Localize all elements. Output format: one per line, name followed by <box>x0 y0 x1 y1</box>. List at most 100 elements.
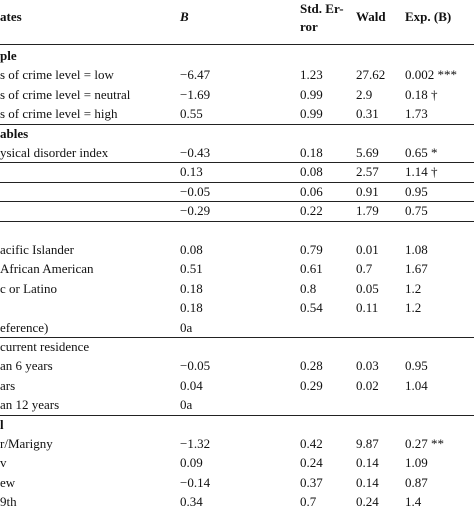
table-row: 0.13 0.08 2.57 1.14 † <box>0 162 474 181</box>
cell-wald: 9.87 <box>356 436 379 451</box>
table-row <box>0 221 474 240</box>
cell-se: 0.61 <box>300 261 323 277</box>
cell-label: s of crime level = neutral <box>0 86 131 102</box>
cell-wald: 0.03 <box>356 358 379 374</box>
table-row: 0.18 0.54 0.11 1.2 <box>0 298 474 317</box>
cell-label: c or Latino <box>0 280 58 296</box>
header-wald: Wald <box>356 9 386 24</box>
cell-b: 0.08 <box>180 242 203 257</box>
cell-se: 0.99 <box>300 106 323 122</box>
cell-exp: 1.4 <box>405 494 422 510</box>
cell-exp: 1.14 † <box>405 164 438 180</box>
cell-se: 0.42 <box>300 436 323 451</box>
cell-exp: 1.09 <box>405 455 428 471</box>
cell-label: r/Marigny <box>0 436 53 451</box>
header-exp-b: Exp. (B) <box>405 9 452 24</box>
cell-label: acific Islander <box>0 242 74 257</box>
cell-wald: 0.01 <box>356 242 379 257</box>
table-row: s of crime level = low −6.47 1.23 27.62 0.00… <box>0 65 474 84</box>
cell-exp: 0.002 *** <box>405 67 457 83</box>
cell-exp: 1.04 <box>405 377 428 393</box>
cell-se: 0.24 <box>300 455 323 471</box>
cell-se: 0.28 <box>300 358 323 374</box>
table-row: ew −0.14 0.37 0.14 0.87 <box>0 473 474 492</box>
cell-exp: 0.87 <box>405 474 428 490</box>
cell-wald: 0.24 <box>356 494 379 510</box>
table-row: r/Marigny −1.32 0.42 9.87 0.27 ** <box>0 434 474 453</box>
cell-wald: 0.31 <box>356 106 379 122</box>
cell-wald: 0.05 <box>356 280 379 296</box>
cell-wald: 27.62 <box>356 67 386 83</box>
table-row: ysical disorder index −0.43 0.18 5.69 0.65 * <box>0 143 474 162</box>
table-row: current residence <box>0 337 474 356</box>
cell-exp: 1.2 <box>405 300 422 316</box>
cell-wald: 5.69 <box>356 145 379 160</box>
cell-label: current residence <box>0 339 90 354</box>
row-rule <box>0 201 474 203</box>
table-row: s of crime level = neutral −1.69 0.99 2.9 0.… <box>0 85 474 104</box>
cell-b: −0.05 <box>180 183 211 199</box>
table-row: s of crime level = high 0.55 0.99 0.31 1.73 <box>0 104 474 123</box>
cell-label: African American <box>0 261 94 277</box>
cell-label: 9th <box>0 494 17 510</box>
cell-wald: 0.11 <box>356 300 379 316</box>
cell-b: 0.18 <box>180 300 203 316</box>
table-row: an 6 years −0.05 0.28 0.03 0.95 <box>0 356 474 375</box>
table-row: ables <box>0 124 474 143</box>
cell-se: 0.06 <box>300 183 323 199</box>
table-row: c or Latino 0.18 0.8 0.05 1.2 <box>0 279 474 298</box>
cell-wald: 0.7 <box>356 261 373 277</box>
cell-label: l <box>0 416 4 432</box>
cell-b: 0.34 <box>180 494 203 510</box>
cell-exp: 1.73 <box>405 106 428 122</box>
cell-label: eference) <box>0 319 49 335</box>
cell-se: 0.29 <box>300 377 323 393</box>
table-row: eference) 0a <box>0 318 474 337</box>
cell-exp: 0.95 <box>405 183 428 199</box>
cell-wald: 2.57 <box>356 164 379 180</box>
table-row: ars 0.04 0.29 0.02 1.04 <box>0 376 474 395</box>
cell-b: −1.32 <box>180 436 211 451</box>
cell-label: ple <box>0 48 17 63</box>
cell-exp: 0.65 * <box>405 145 438 160</box>
cell-label: ars <box>0 377 16 393</box>
cell-b: −0.05 <box>180 358 211 374</box>
cell-se: 0.8 <box>300 280 317 296</box>
cell-label: an 12 years <box>0 397 60 413</box>
cell-exp: 0.95 <box>405 358 428 374</box>
cell-se: 0.99 <box>300 86 323 102</box>
cell-b: 0.13 <box>180 164 203 180</box>
row-rule <box>0 123 474 125</box>
cell-exp: 0.27 ** <box>405 436 444 451</box>
cell-b: 0.55 <box>180 106 203 122</box>
cell-exp: 0.75 <box>405 203 428 219</box>
table-row: −0.29 0.22 1.79 0.75 <box>0 201 474 220</box>
cell-se: 0.37 <box>300 474 323 490</box>
cell-exp: 1.2 <box>405 280 422 296</box>
table-header: ates B Std. Er- ror Wald Exp. (B) <box>0 0 474 44</box>
cell-se: 0.18 <box>300 145 323 160</box>
table-row: an 12 years 0a <box>0 395 474 414</box>
cell-b: −1.69 <box>180 86 211 102</box>
cell-exp: 1.08 <box>405 242 428 257</box>
cell-b: −0.29 <box>180 203 211 219</box>
cell-label: v <box>0 455 7 471</box>
header-rule <box>0 44 474 45</box>
table-row: 9th 0.34 0.7 0.24 1.4 <box>0 492 474 511</box>
cell-wald: 0.02 <box>356 377 379 393</box>
row-rule <box>0 162 474 164</box>
cell-wald: 0.91 <box>356 183 379 199</box>
cell-se: 1.23 <box>300 67 323 83</box>
cell-label: ew <box>0 474 16 490</box>
cell-wald: 2.9 <box>356 86 373 102</box>
cell-label: ysical disorder index <box>0 145 109 160</box>
header-b: B <box>180 9 189 24</box>
row-rule <box>0 414 474 416</box>
cell-b: 0.51 <box>180 261 203 277</box>
header-std-error: Std. Er- ror <box>300 1 344 34</box>
table-row: ple <box>0 46 474 65</box>
cell-b: 0a <box>180 397 193 413</box>
cell-exp: 1.67 <box>405 261 428 277</box>
cell-se: 0.22 <box>300 203 323 219</box>
cell-b: −0.43 <box>180 145 211 160</box>
